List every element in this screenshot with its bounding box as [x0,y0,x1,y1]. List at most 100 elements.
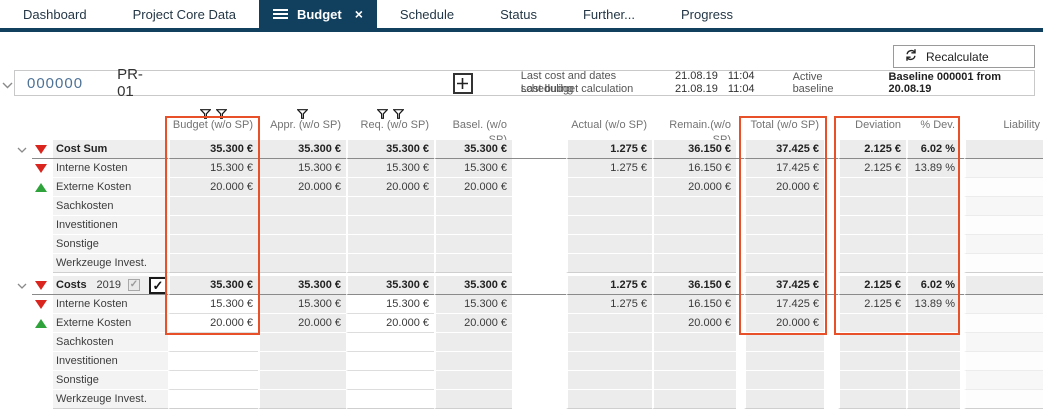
row-icon-cell [32,254,53,273]
value-cell [434,254,512,273]
project-collapse-chevron[interactable] [2,76,13,94]
close-icon[interactable]: × [354,6,363,22]
editable-value-cell[interactable] [346,371,434,390]
group-value-cell: 35.300 € [434,140,512,159]
tab-progress[interactable]: Progress [658,0,756,28]
tab-budget[interactable]: Budget × [258,0,377,28]
value-cell [964,178,1043,197]
cost-type-row: Sonstige [0,371,1043,390]
value-cell [652,390,736,409]
column-spacer [736,276,744,295]
value-cell [258,390,346,409]
trend-down-icon [35,164,47,173]
collapse-chevron-icon[interactable] [17,141,27,159]
tab-bar-underline [0,28,1043,32]
trend-down-icon [35,280,47,290]
column-spacer [960,276,964,295]
filter-icon[interactable] [214,106,228,124]
filter-icon[interactable] [198,106,212,124]
cost-type-row: Externe Kosten 20.000 €20.000 €20.000 €20… [0,178,1043,197]
editable-value-cell[interactable] [168,333,258,352]
column-spacer [824,371,838,390]
value-cell [566,197,652,216]
scheduling-info: Last cost and dates scheduling Last budg… [521,70,755,96]
collapse-chevron-icon[interactable] [17,277,27,295]
value-cell [168,235,258,254]
column-spacer [512,371,566,390]
value-cell: 15.300 € [168,159,258,178]
editable-value-cell[interactable]: 15.300 € [346,295,434,314]
editable-value-cell[interactable]: 20.000 € [346,314,434,333]
value-cell [258,371,346,390]
row-icon-cell [32,333,53,352]
checkbox-checked[interactable]: ✓ [149,276,167,294]
group-header-row: Cost Sum 35.300 €35.300 €35.300 €35.300 €… [0,140,1043,159]
value-cell: 20.000 € [652,314,736,333]
value-cell [566,235,652,254]
value-cell [566,314,652,333]
column-header: % Dev. [920,119,955,131]
column-spacer [512,216,566,235]
row-chevron-cell [0,140,32,159]
value-cell [566,390,652,409]
group-value-cell: 2.125 € [838,276,906,295]
tab-schedule[interactable]: Schedule [377,0,477,28]
tab-dashboard[interactable]: Dashboard [0,0,110,28]
row-label-cell: Investitionen [53,352,168,371]
filter-icon[interactable] [391,106,405,124]
row-label: Investitionen [56,219,118,231]
value-cell [346,254,434,273]
column-spacer [824,159,838,178]
value-cell [964,159,1043,178]
add-button[interactable] [453,72,473,94]
value-cell: 1.275 € [566,159,652,178]
value-cell [168,197,258,216]
info-date: 21.08.19 [675,70,718,82]
value-cell: 13.89 % [906,295,960,314]
editable-value-cell[interactable]: 20.000 € [168,314,258,333]
value-cell [906,178,960,197]
info-time: 11:04 [727,70,755,82]
row-label-cell: Interne Kosten [53,159,168,178]
group-value-cell: 35.300 € [346,140,434,159]
filter-icon[interactable] [375,106,389,124]
group-value-cell: 6.02 % [906,140,960,159]
editable-value-cell[interactable] [168,352,258,371]
editable-value-cell[interactable]: 15.300 € [168,295,258,314]
column-spacer [512,178,566,197]
value-cell: 20.000 € [434,314,512,333]
value-cell [744,390,824,409]
column-header: Req. (w/o SP) [360,119,429,131]
editable-value-cell[interactable] [346,333,434,352]
row-chevron-cell [0,159,32,178]
editable-value-cell[interactable] [346,390,434,409]
value-cell [838,216,906,235]
value-cell [838,352,906,371]
group-value-cell: 6.02 % [906,276,960,295]
menu-icon[interactable] [272,9,288,19]
filter-icon[interactable] [295,106,309,124]
value-cell [434,352,512,371]
checkbox-readonly-checked[interactable]: ✓ [128,279,140,291]
value-cell [744,216,824,235]
editable-value-cell[interactable] [168,371,258,390]
value-cell: 20.000 € [434,178,512,197]
row-icon-cell [32,216,53,235]
row-chevron-cell [0,314,32,333]
row-label: Sonstige [56,238,99,250]
column-spacer [824,140,838,159]
tab-further[interactable]: Further... [560,0,658,28]
row-icon-cell [32,235,53,254]
group-value-cell: 2.125 € [838,140,906,159]
recalculate-button[interactable]: Recalculate [893,45,1035,68]
tab-project-core-data[interactable]: Project Core Data [110,0,259,28]
value-cell [434,333,512,352]
row-label: Interne Kosten [56,162,128,174]
tab-status[interactable]: Status [477,0,560,28]
value-cell [744,235,824,254]
value-cell [434,371,512,390]
column-spacer [512,140,566,159]
editable-value-cell[interactable] [168,390,258,409]
editable-value-cell[interactable] [346,352,434,371]
value-cell: 20.000 € [652,178,736,197]
